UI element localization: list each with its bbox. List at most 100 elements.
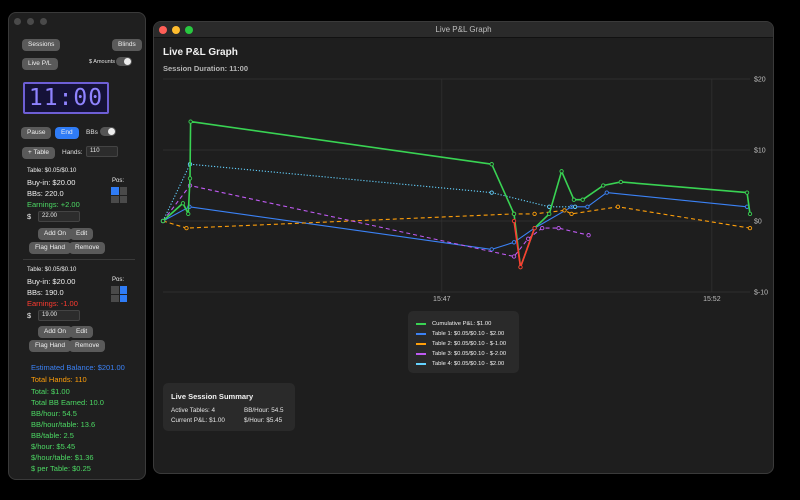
position-selector[interactable]	[111, 286, 127, 302]
blinds-button[interactable]: Blinds	[112, 39, 142, 51]
data-point-cumulative	[511, 211, 517, 217]
data-point-drop	[511, 218, 517, 224]
add-table-button[interactable]: + Table	[22, 147, 56, 159]
data-point-table2	[615, 204, 621, 209]
summary-title: Live Session Summary	[171, 392, 254, 401]
bbs-toggle[interactable]	[100, 127, 116, 136]
data-point-table3	[556, 225, 561, 231]
data-point-table2	[569, 211, 574, 217]
data-point-cumulative	[188, 119, 193, 124]
window-title: Live P&L Graph	[435, 25, 492, 34]
bbs-label: BBs	[86, 129, 98, 136]
legend-label: Cumulative P&L: $1.00	[432, 321, 492, 327]
x-tick-label: 15:52	[703, 296, 721, 303]
active-tables: Active Tables: 4	[171, 407, 215, 414]
legend-item: Cumulative P&L: $1.00	[416, 319, 519, 329]
estimated-balance: Estimated Balance: $201.00	[31, 363, 125, 372]
summary-bb-hour: BB/Hour: 54.5	[244, 407, 284, 414]
sessions-button[interactable]: Sessions	[22, 39, 61, 51]
bb-per-table: BB/table: 2.5	[31, 431, 74, 440]
bb-per-hour: BB/hour: 54.5	[31, 409, 77, 418]
dollar-sign: $	[27, 311, 32, 320]
session-summary-card: Live Session Summary Active Tables: 4 BB…	[163, 383, 295, 431]
minimize-button[interactable]	[172, 26, 180, 34]
data-point-cumulative	[489, 162, 494, 167]
flag-hand-button[interactable]: Flag Hand	[29, 340, 71, 352]
legend-item: Table 2: $0.05/$0.10 - $-1.00	[416, 339, 519, 349]
data-point-cumulative	[187, 176, 193, 181]
live-pl-button[interactable]: Live P/L	[22, 58, 58, 70]
window-controls	[159, 26, 193, 34]
legend-item: Table 4: $0.05/$0.10 - $2.00	[416, 359, 519, 369]
remove-button[interactable]: Remove	[69, 340, 106, 352]
data-point-cumulative	[547, 211, 552, 217]
pl-graph-window: Live P&L Graph Live P&L Graph Session Du…	[153, 21, 774, 474]
hands-label: Hands:	[62, 149, 83, 156]
usd-per-table: $ per Table: $0.25	[31, 464, 91, 473]
data-point-table1	[511, 240, 517, 245]
stack-input[interactable]: 22.00	[38, 211, 80, 222]
data-point-cumulative	[601, 183, 606, 188]
data-point-drop	[518, 264, 523, 270]
current-pl: Current P&L: $1.00	[171, 417, 225, 424]
flag-hand-button[interactable]: Flag Hand	[29, 242, 71, 254]
data-point-cumulative	[186, 211, 191, 217]
bbs-text: BBs: 220.0	[27, 189, 64, 198]
y-tick-label: $10	[754, 148, 766, 155]
legend-item: Table 1: $0.05/$0.10 - $2.00	[416, 329, 519, 339]
position-selector[interactable]	[111, 187, 127, 203]
end-button[interactable]: End	[55, 127, 79, 139]
summary-usd-hour: $/Hour: $5.45	[244, 417, 283, 424]
data-point-table3	[511, 254, 517, 259]
data-point-cumulative	[618, 179, 624, 185]
data-point-table1	[585, 204, 590, 209]
minimize-dot[interactable]	[27, 18, 34, 25]
y-tick-label: $-10	[754, 290, 768, 297]
pos-label: Pos:	[112, 277, 125, 283]
add-on-button[interactable]: Add On	[38, 326, 73, 338]
series-line-table2	[162, 206, 751, 229]
legend-item: Table 3: $0.05/$0.10 - $-2.00	[416, 349, 519, 359]
pl-line-chart: $20 $10 $0 $-10 15:47 15:52	[160, 77, 768, 303]
legend-label: Table 1: $0.05/$0.10 - $2.00	[432, 331, 505, 337]
edit-button[interactable]: Edit	[70, 326, 94, 338]
buyin-text: Buy-in: $20.00	[27, 277, 76, 286]
data-point-cumulative	[580, 197, 585, 202]
zoom-button[interactable]	[185, 26, 193, 34]
control-panel-window: Sessions Blinds Live P/L $ Amounts 11:00…	[8, 12, 146, 480]
session-duration: Session Duration: 11:00	[163, 64, 249, 73]
table-header: Table: $0.05/$0.10	[27, 168, 77, 174]
title-bar: Live P&L Graph	[154, 22, 773, 38]
data-point-cumulative	[160, 218, 166, 224]
earnings-text: Earnings: +2.00	[27, 200, 80, 209]
close-button[interactable]	[159, 26, 167, 34]
legend-label: Table 4: $0.05/$0.10 - $2.00	[432, 361, 505, 367]
data-point-table3	[540, 225, 545, 231]
data-point-cumulative	[744, 190, 750, 195]
data-point-table2	[184, 225, 189, 231]
amounts-toggle[interactable]	[116, 57, 132, 66]
data-point-cumulative	[559, 169, 564, 174]
edit-button[interactable]: Edit	[70, 228, 94, 240]
pos-label: Pos:	[112, 178, 125, 184]
pause-button[interactable]: Pause	[21, 127, 52, 139]
data-point-table2	[562, 208, 567, 213]
add-on-button[interactable]: Add On	[38, 228, 73, 240]
window-controls	[14, 18, 47, 25]
data-point-cumulative	[180, 201, 186, 206]
earnings-text: Earnings: -1.00	[27, 299, 78, 308]
bbs-text: BBs: 190.0	[27, 288, 64, 297]
data-point-table2	[747, 225, 753, 231]
zoom-dot[interactable]	[40, 18, 47, 25]
close-dot[interactable]	[14, 18, 21, 25]
total-bb-earned: Total BB Earned: 10.0	[31, 398, 104, 407]
dollar-sign: $	[27, 212, 32, 221]
data-point-table3	[525, 236, 531, 241]
chart-legend: Cumulative P&L: $1.00 Table 1: $0.05/$0.…	[408, 311, 519, 373]
stack-input[interactable]: 19.00	[38, 310, 80, 321]
remove-button[interactable]: Remove	[69, 242, 106, 254]
data-point-table2	[532, 211, 537, 217]
y-tick-label: $0	[754, 219, 762, 226]
data-point-table1	[604, 190, 609, 195]
hands-input[interactable]: 110	[86, 146, 118, 157]
